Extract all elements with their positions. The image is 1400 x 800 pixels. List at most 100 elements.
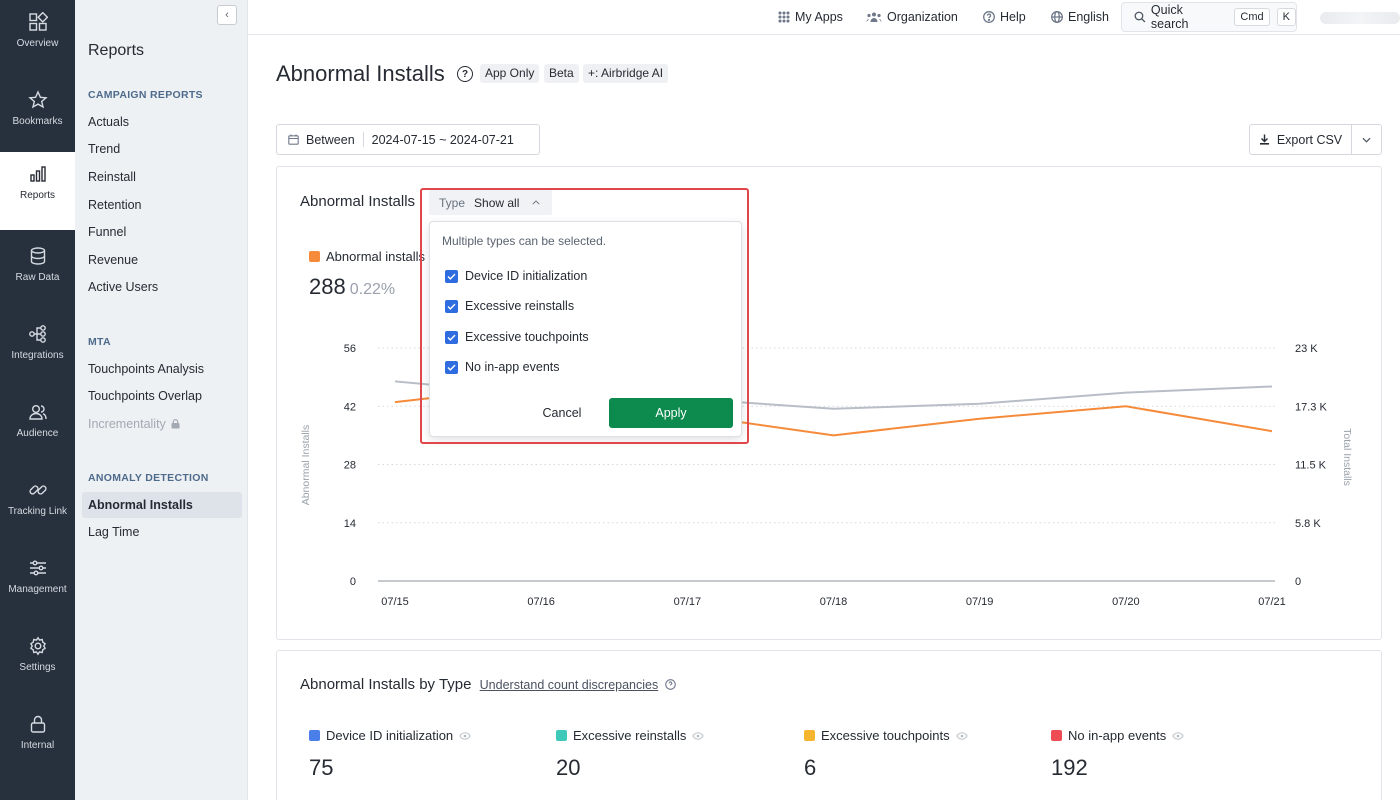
chevron-up-icon (532, 200, 540, 205)
option-label: Device ID initialization (465, 269, 588, 283)
date-range-picker[interactable]: Between 2024-07-15 ~ 2024-07-21 (276, 124, 540, 155)
apply-button[interactable]: Apply (609, 398, 733, 428)
export-options-dropdown[interactable] (1351, 124, 1382, 155)
section-anomaly-detection: ANOMALY DETECTION (88, 472, 209, 484)
sidebar-item-actuals[interactable]: Actuals (88, 115, 129, 129)
badge-airbridge-ai: +: Airbridge AI (583, 64, 669, 83)
rail-item-tracking-link[interactable]: Tracking Link (0, 468, 75, 546)
users-icon (28, 405, 47, 420)
help-label: Help (1000, 10, 1026, 24)
y-tick-label: 0 (350, 576, 356, 588)
y2-tick-label: 23 K (1295, 343, 1318, 355)
rail-item-settings[interactable]: Settings (0, 624, 75, 702)
y2-tick-label: 17.3 K (1295, 401, 1327, 413)
type-device-id-initialization: Device ID initialization (309, 728, 471, 743)
primary-rail: Overview Bookmarks Reports Raw Data Inte… (0, 0, 75, 800)
bar-chart-icon (29, 166, 46, 182)
sidebar-item-touchpoints-overlap[interactable]: Touchpoints Overlap (88, 389, 202, 403)
type-filter-dropdown[interactable]: Type Show all (429, 190, 552, 215)
rail-item-raw-data[interactable]: Raw Data (0, 234, 75, 312)
type-label: Excessive reinstalls (573, 728, 687, 743)
organization-button[interactable]: Organization (866, 0, 958, 34)
eye-icon[interactable] (1172, 732, 1184, 740)
type-value: 192 (1051, 755, 1088, 780)
lock-icon (30, 715, 45, 733)
y-axis-title: Abnormal Installs (300, 425, 312, 506)
help-icon[interactable]: ? (457, 66, 473, 82)
x-tick-label: 07/16 (527, 596, 555, 608)
option-no-in-app-events[interactable]: No in-app events (445, 359, 560, 375)
rail-label: Overview (16, 38, 59, 49)
language-selector[interactable]: English (1051, 0, 1109, 34)
help-button[interactable]: Help (983, 0, 1026, 34)
top-bar: My Apps Organization Help English Quick … (248, 0, 1400, 35)
help-icon[interactable] (665, 679, 677, 690)
rail-item-audience[interactable]: Audience (0, 390, 75, 468)
rail-item-overview[interactable]: Overview (0, 0, 75, 78)
sidebar-item-incrementality: Incrementality (88, 411, 242, 437)
sidebar-item-lag-time[interactable]: Lag Time (88, 525, 140, 539)
type-label: Excessive touchpoints (821, 728, 950, 743)
my-apps-button[interactable]: My Apps (778, 0, 843, 34)
eye-icon[interactable] (955, 732, 968, 740)
option-device-id-initialization[interactable]: Device ID initialization (445, 268, 587, 284)
type-filter-label: Type (439, 195, 466, 210)
sidebar-item-funnel[interactable]: Funnel (88, 225, 127, 239)
user-account-blurred[interactable] (1320, 12, 1400, 24)
language-label: English (1068, 10, 1109, 24)
overview-icon (28, 12, 48, 31)
y2-tick-label: 0 (1295, 576, 1301, 588)
rail-label: Tracking Link (7, 506, 68, 517)
legend-swatch (1051, 730, 1062, 741)
rail-item-management[interactable]: Management (0, 546, 75, 624)
legend-swatch (309, 730, 320, 741)
option-excessive-touchpoints[interactable]: Excessive touchpoints (445, 329, 589, 345)
quick-search-label: Quick search (1150, 3, 1189, 31)
eye-icon[interactable] (692, 732, 705, 740)
rail-label: Settings (19, 662, 56, 673)
date-range-label: Between (306, 132, 355, 147)
sidebar-item-retention[interactable]: Retention (88, 198, 142, 212)
option-excessive-reinstalls[interactable]: Excessive reinstalls (445, 298, 574, 314)
rail-item-reports[interactable]: Reports (0, 152, 75, 230)
checkbox-checked[interactable] (445, 299, 458, 313)
sidebar-item-trend[interactable]: Trend (88, 142, 121, 156)
checkbox-checked[interactable] (445, 330, 458, 344)
export-csv-button[interactable]: Export CSV (1249, 124, 1352, 155)
cancel-button[interactable]: Cancel (522, 398, 602, 428)
type-value: 6 (804, 755, 817, 780)
rail-item-integrations[interactable]: Integrations (0, 312, 75, 390)
globe-icon (1051, 11, 1063, 23)
sidebar-item-touchpoints-analysis[interactable]: Touchpoints Analysis (88, 362, 205, 376)
checkbox-checked[interactable] (445, 360, 458, 374)
understand-discrepancies-link[interactable]: Understand count discrepancies (479, 678, 659, 692)
lock-icon (171, 419, 180, 429)
organization-label: Organization (887, 10, 958, 24)
y-tick-label: 56 (344, 343, 356, 355)
type-filter-popup: Multiple types can be selected. Device I… (429, 221, 742, 437)
type-label: No in-app events (1068, 728, 1167, 743)
collapse-sidebar-button[interactable]: ‹ (217, 5, 237, 25)
y-tick-label: 42 (344, 401, 356, 413)
chevron-down-icon (1362, 137, 1371, 143)
rail-label: Reports (19, 190, 55, 201)
sidebar-item-reinstall[interactable]: Reinstall (88, 170, 136, 184)
option-label: No in-app events (465, 360, 560, 374)
sidebar-title: Reports (88, 42, 145, 59)
rail-item-bookmarks[interactable]: Bookmarks (0, 78, 75, 156)
rail-item-internal[interactable]: Internal (0, 702, 75, 780)
eye-icon[interactable] (459, 732, 471, 740)
sidebar-item-active-users[interactable]: Active Users (88, 280, 159, 294)
rail-label: Management (8, 584, 67, 595)
shortcut-key-cmd: Cmd (1234, 8, 1270, 26)
abnormal-installs-by-type-card: Abnormal Installs by Type Understand cou… (276, 650, 1382, 800)
sidebar-item-revenue[interactable]: Revenue (88, 253, 139, 267)
x-tick-label: 07/19 (966, 596, 994, 608)
type-filter-value: Show all (474, 195, 520, 210)
sidebar-item-abnormal-installs[interactable]: Abnormal Installs (82, 492, 242, 518)
sparkle-icon: +: (588, 66, 599, 80)
checkbox-checked[interactable] (445, 269, 458, 283)
quick-search-button[interactable]: Quick search Cmd K (1121, 2, 1297, 32)
type-label: Device ID initialization (326, 728, 454, 743)
